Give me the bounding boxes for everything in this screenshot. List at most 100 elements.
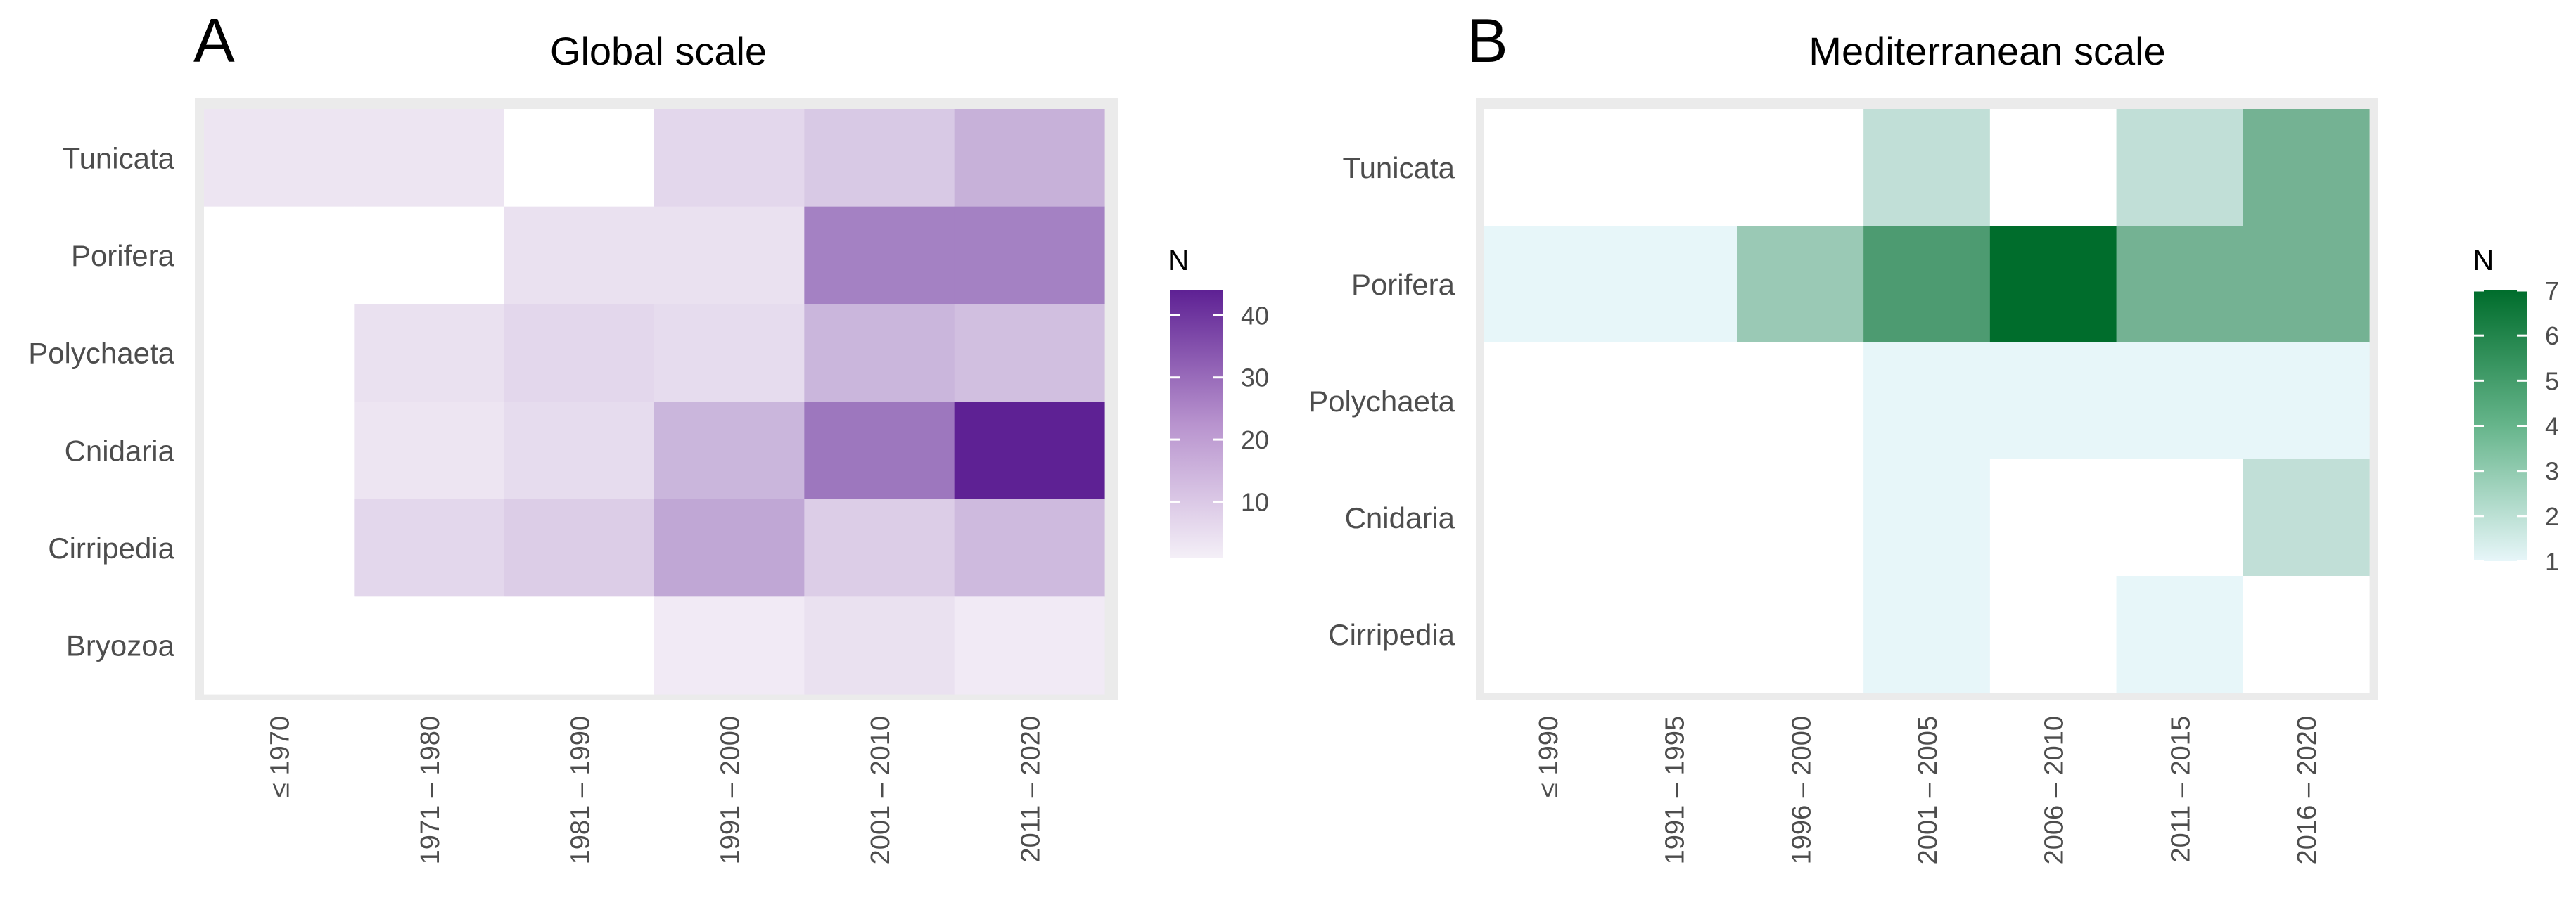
y-tick-label: Tunicata	[62, 141, 174, 174]
heatmap-cell	[2243, 226, 2370, 343]
legend-tick-label: 30	[1241, 364, 1269, 392]
heatmap-cell	[1989, 109, 2117, 226]
panel-a-cells	[204, 109, 1105, 695]
panel-a-title: Global scale	[550, 29, 767, 73]
heatmap-cell	[1863, 226, 1991, 343]
heatmap-cell	[1737, 576, 1864, 693]
heatmap-cell	[954, 499, 1105, 597]
heatmap-cell	[1610, 576, 1738, 693]
y-tick-label: Cnidaria	[65, 434, 175, 467]
legend-tick-label: 10	[1241, 488, 1269, 517]
legend-tick-label: 7	[2545, 276, 2559, 305]
heatmap-cell	[2116, 226, 2243, 343]
heatmap-cell	[1610, 342, 1738, 460]
heatmap-cell	[654, 206, 805, 304]
heatmap-cell	[504, 206, 655, 304]
heatmap-cell	[504, 304, 655, 402]
heatmap-cell	[1610, 226, 1738, 343]
heatmap-cell	[2243, 576, 2370, 693]
heatmap-cell	[804, 596, 955, 695]
heatmap-cell	[654, 596, 805, 695]
panel-b-legend-title: N	[2473, 243, 2494, 276]
panel-a-legend-title: N	[1168, 243, 1189, 276]
x-tick-label: 1971 – 1980	[416, 716, 445, 864]
heatmap-cell	[1484, 576, 1612, 693]
heatmap-cell	[804, 206, 955, 304]
heatmap-cell	[804, 109, 955, 207]
y-tick-label: Polychaeta	[1308, 385, 1455, 418]
panel-a-legend-ticks: 10 20 30 40	[1170, 301, 1269, 517]
x-tick-label: 2001 – 2005	[1913, 716, 1943, 864]
heatmap-cell	[1989, 459, 2117, 577]
legend-tick-label: 20	[1241, 425, 1269, 454]
x-tick-label: 1996 – 2000	[1787, 716, 1816, 864]
heatmap-cell	[504, 596, 655, 695]
heatmap-cell	[2116, 342, 2243, 460]
y-tick-label: Tunicata	[1342, 151, 1455, 184]
heatmap-cell	[204, 109, 355, 207]
heatmap-cell	[1989, 342, 2117, 460]
legend-tick-label: 4	[2545, 412, 2559, 441]
heatmap-cell	[1737, 109, 1864, 226]
heatmap-cell	[204, 596, 355, 695]
panel-b-x-ticks: ≤ 1990 1991 – 1995 1996 – 2000 2001 – 2005 2…	[1534, 716, 2322, 864]
heatmap-cell	[654, 109, 805, 207]
x-tick-label: 1981 – 1990	[566, 716, 595, 864]
heatmap-cell	[1737, 342, 1864, 460]
heatmap-cell	[504, 402, 655, 500]
heatmap-cell	[1484, 226, 1612, 343]
heatmap-cell	[354, 206, 505, 304]
panel-a-global-scale: A Global scale Tunicata Porifera Polychaet…	[28, 6, 1269, 864]
heatmap-cell	[2243, 342, 2370, 460]
heatmap-cell	[1484, 459, 1612, 577]
panel-b-y-ticks: Tunicata Porifera Polychaeta Cnidaria Cirrip…	[1308, 151, 1455, 651]
heatmap-cell	[204, 206, 355, 304]
x-tick-label: 2011 – 2020	[1016, 716, 1045, 863]
heatmap-cell	[804, 402, 955, 500]
x-tick-label: 2011 – 2015	[2166, 716, 2195, 863]
heatmap-cell	[504, 109, 655, 207]
legend-tick-label: 5	[2545, 366, 2559, 395]
y-tick-label: Polychaeta	[28, 337, 174, 370]
y-tick-label: Porifera	[71, 239, 175, 272]
panel-b-legend-ticks: 1 2 3 4 5 6 7	[2474, 276, 2559, 576]
y-tick-label: Bryozoa	[66, 629, 175, 662]
heatmap-cell	[804, 304, 955, 402]
x-tick-label: ≤ 1970	[266, 716, 295, 797]
panel-b-mediterranean-scale: B Mediterranean scale Tunicata Porifera Po…	[1308, 6, 2559, 864]
y-tick-label: Cnidaria	[1345, 501, 1455, 534]
x-tick-label: 1991 – 1995	[1661, 716, 1690, 864]
heatmap-cell	[1863, 109, 1991, 226]
y-tick-label: Cirripedia	[1328, 618, 1455, 651]
x-tick-label: 2006 – 2010	[2040, 716, 2070, 864]
legend-tick-label: 6	[2545, 321, 2559, 350]
y-tick-label: Cirripedia	[48, 532, 174, 565]
heatmap-cell	[2116, 576, 2243, 693]
panel-a-x-ticks: ≤ 1970 1971 – 1980 1981 – 1990 1991 – 2000 2…	[266, 716, 1046, 864]
x-tick-label: ≤ 1990	[1534, 716, 1564, 797]
heatmap-cell	[2116, 459, 2243, 577]
heatmap-cell	[954, 596, 1105, 695]
heatmap-cell	[654, 499, 805, 597]
panel-b-title: Mediterranean scale	[1809, 29, 2165, 73]
heatmap-cell	[204, 499, 355, 597]
heatmap-cell	[954, 402, 1105, 500]
panel-b-label: B	[1467, 6, 1508, 75]
panel-b-legend: N 1 2 3 4 5 6 7	[2473, 243, 2559, 576]
heatmap-cell	[1610, 459, 1738, 577]
panel-a-legend-colorbar	[1170, 290, 1223, 558]
heatmap-cell	[1737, 226, 1864, 343]
heatmap-cell	[1737, 459, 1864, 577]
legend-tick-label: 40	[1241, 301, 1269, 330]
heatmap-cell	[1484, 342, 1612, 460]
heatmap-cell	[2243, 109, 2370, 226]
heatmap-cell	[1989, 226, 2117, 343]
x-tick-label: 2001 – 2010	[866, 716, 895, 864]
heatmap-cell	[354, 596, 505, 695]
heatmap-cell	[1610, 109, 1738, 226]
heatmap-cell	[1863, 342, 1991, 460]
heatmap-cell	[1484, 109, 1612, 226]
heatmap-cell	[954, 109, 1105, 207]
heatmap-cell	[1989, 576, 2117, 693]
